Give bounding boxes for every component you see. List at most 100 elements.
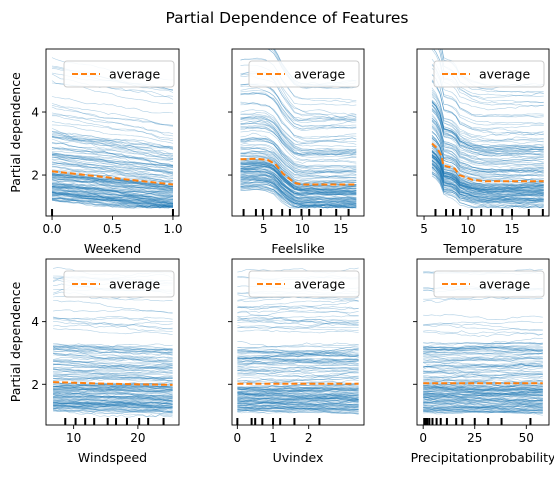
- ice-line: [431, 159, 544, 195]
- ice-line: [431, 132, 544, 172]
- ice-line: [237, 406, 359, 410]
- ice-line: [431, 159, 544, 194]
- ice-line: [240, 146, 357, 174]
- ice-line: [237, 403, 359, 409]
- ice-line: [237, 402, 359, 409]
- ice-line: [240, 174, 357, 201]
- ice-line: [423, 363, 543, 369]
- legend-label: average: [109, 67, 160, 82]
- ice-line: [237, 319, 359, 323]
- ice-line: [51, 193, 173, 204]
- ice-line: [431, 158, 544, 194]
- ice-line: [53, 316, 173, 330]
- ice-line: [431, 110, 544, 159]
- ice-line: [237, 401, 359, 405]
- ice-line: [52, 346, 173, 351]
- ice-line: [423, 364, 543, 370]
- ice-line: [51, 106, 174, 126]
- ice-line: [423, 341, 543, 345]
- ice-line: [240, 126, 357, 155]
- ice-line: [431, 166, 544, 203]
- ice-line: [237, 403, 359, 413]
- ice-line: [53, 404, 173, 410]
- ice-line: [51, 153, 174, 168]
- ice-line: [237, 392, 359, 396]
- ice-line: [53, 321, 173, 327]
- ice-line: [53, 404, 173, 411]
- ice-line: [431, 91, 544, 142]
- ice-line: [53, 393, 173, 400]
- x-tick-label: 5: [420, 222, 428, 236]
- ice-line: [431, 145, 544, 187]
- ice-line: [237, 391, 359, 401]
- ice-line: [237, 310, 359, 324]
- ice-line: [431, 145, 544, 187]
- ice-line: [51, 159, 174, 176]
- ice-line: [237, 386, 359, 392]
- x-axis-label: Uvindex: [273, 450, 324, 465]
- ice-line: [431, 151, 544, 189]
- ice-line: [240, 152, 357, 181]
- ice-line: [431, 173, 544, 209]
- ice-line: [240, 188, 357, 209]
- ice-line: [431, 162, 544, 198]
- ice-line: [237, 394, 359, 400]
- ice-line: [237, 383, 359, 390]
- ice-line: [53, 386, 173, 391]
- ice-line: [51, 186, 174, 198]
- ice-line: [240, 187, 357, 208]
- ice-line: [237, 316, 359, 323]
- ice-line: [53, 392, 173, 398]
- ice-line: [53, 309, 173, 314]
- ice-line: [53, 388, 173, 395]
- ice-line: [237, 366, 359, 372]
- ice-line: [431, 81, 544, 134]
- ice-line: [423, 361, 543, 374]
- ice-line: [240, 174, 357, 204]
- ice-line: [237, 403, 359, 407]
- ice-line: [240, 171, 357, 196]
- ice-line: [423, 389, 543, 394]
- ice-line: [240, 164, 357, 191]
- ice-line: [53, 354, 173, 361]
- ice-line: [431, 119, 544, 165]
- ice-line: [51, 151, 174, 167]
- ice-line: [431, 138, 544, 178]
- ice-line: [237, 386, 359, 391]
- ice-line: [53, 394, 173, 398]
- ice-line: [237, 344, 359, 348]
- ice-line: [431, 156, 544, 193]
- x-tick-label: 15: [333, 222, 348, 236]
- ice-line: [53, 408, 173, 418]
- ice-line: [431, 141, 544, 181]
- ice-line: [240, 165, 357, 192]
- ice-line: [240, 188, 357, 209]
- ice-line: [237, 349, 359, 355]
- ice-line: [240, 170, 357, 197]
- ice-line: [52, 114, 174, 134]
- ice-line: [240, 167, 357, 197]
- ice-line: [431, 87, 544, 138]
- ice-line: [53, 348, 173, 354]
- ice-line: [237, 393, 359, 396]
- ice-line: [53, 387, 173, 391]
- ice-line: [51, 156, 174, 174]
- ice-line: [53, 395, 173, 402]
- ice-line: [51, 188, 174, 200]
- ice-line: [53, 343, 173, 350]
- ice-line: [51, 184, 174, 195]
- ice-line: [51, 138, 174, 159]
- ice-line: [431, 109, 544, 153]
- ice-line: [423, 404, 543, 410]
- ice-line: [240, 172, 357, 202]
- ice-line: [431, 164, 544, 200]
- ice-line: [423, 389, 543, 397]
- ice-line: [237, 398, 359, 406]
- ice-line: [53, 396, 173, 403]
- ice-line: [51, 178, 174, 192]
- ice-line: [431, 162, 544, 198]
- ice-line: [431, 101, 544, 149]
- ice-line: [237, 400, 359, 405]
- ice-line: [423, 394, 543, 404]
- ice-line: [51, 192, 174, 205]
